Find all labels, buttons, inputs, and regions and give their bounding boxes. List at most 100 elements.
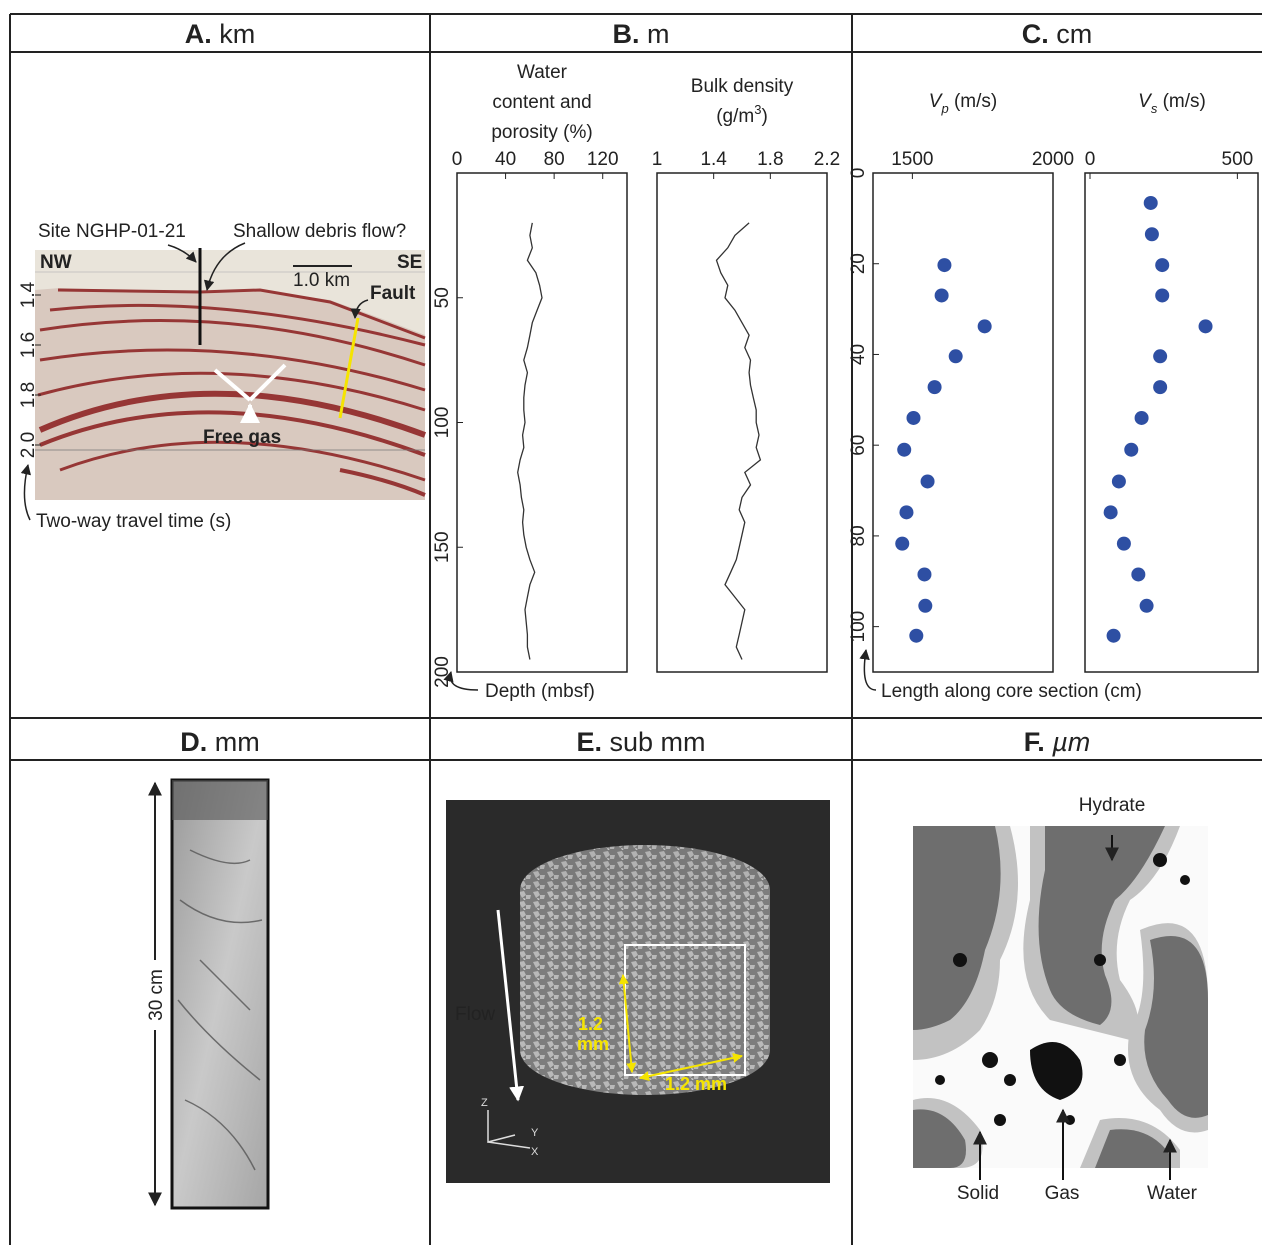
- data-point: [1155, 288, 1170, 303]
- panel-letter: B.: [612, 19, 639, 49]
- panel-space: [639, 19, 647, 49]
- y-tick-label: 40: [848, 344, 869, 365]
- data-point: [934, 288, 949, 303]
- panel-letter: E.: [576, 727, 602, 757]
- plot-frame: [656, 172, 828, 673]
- x-tick-label: 500: [1222, 149, 1254, 170]
- panel-header: C. cm: [1022, 19, 1093, 49]
- unit: (m/s): [954, 91, 997, 112]
- unit: (m/s): [1163, 91, 1206, 112]
- panel-space: [1045, 727, 1053, 757]
- data-point: [937, 258, 952, 273]
- x-tick-label: 2.2: [814, 149, 840, 170]
- x-axis-label: Bulk density: [691, 76, 794, 97]
- site-label: Site NGHP-01-21: [38, 221, 186, 242]
- y-tick-label: 20: [848, 253, 869, 274]
- data-point: [1144, 227, 1159, 242]
- plot-frame: [1084, 172, 1259, 673]
- data-point: [920, 474, 935, 489]
- panel-scale: mm: [215, 727, 260, 757]
- side-value: 1.2: [578, 1014, 603, 1034]
- panel-header: B. m: [612, 19, 669, 49]
- y-tick-label: 60: [848, 435, 869, 456]
- x-tick-label: 1.8: [757, 149, 783, 170]
- panel-header: A. km: [185, 19, 256, 49]
- panel-scale: km: [219, 19, 255, 49]
- side-unit: mm: [577, 1034, 609, 1054]
- data-point: [1153, 380, 1168, 395]
- bottom-label: 1.2 mm: [665, 1074, 727, 1094]
- x-axis-label: Water: [517, 62, 568, 83]
- data-line: [715, 222, 762, 660]
- x-tick-label: 0: [452, 149, 463, 170]
- y-tick-label: 0: [848, 168, 869, 179]
- panel-scale: µm: [1051, 727, 1090, 757]
- scale-bar-label: 1.0 km: [293, 270, 350, 291]
- x-axis-unit: (g/m3): [716, 102, 768, 127]
- y-tick-label: 100: [432, 407, 453, 439]
- data-point: [906, 410, 921, 425]
- panel-space: [602, 727, 610, 757]
- unit-part: (g/m: [716, 106, 754, 127]
- length-arrow: [859, 648, 877, 691]
- y-tick-label: 150: [432, 531, 453, 563]
- data-point: [948, 349, 963, 364]
- panel-scale: cm: [1056, 19, 1092, 49]
- y-tick-label: 80: [848, 525, 869, 546]
- depth-arrow: [443, 670, 479, 691]
- axis-y: Y: [531, 1127, 539, 1139]
- time-tick-label: 1.4: [18, 281, 39, 308]
- nw-label: NW: [40, 252, 72, 273]
- x-tick-label: 1: [652, 149, 663, 170]
- debris-label: Shallow debris flow?: [233, 221, 406, 242]
- flow-label: Flow: [455, 1004, 495, 1025]
- data-point: [917, 567, 932, 582]
- panel-space: [1049, 19, 1057, 49]
- data-point: [918, 598, 933, 613]
- data-point: [1139, 598, 1154, 613]
- data-point: [1155, 258, 1170, 273]
- panel-header: D. mm: [180, 727, 260, 757]
- data-point: [1153, 349, 1168, 364]
- panel-letter: F.: [1024, 727, 1045, 757]
- x-tick-label: 1500: [891, 149, 933, 170]
- y-tick-label: 50: [432, 287, 453, 308]
- water-label: Water: [1147, 1183, 1198, 1204]
- x-axis-label: content and: [492, 92, 591, 113]
- side-label: 1.2 mm: [577, 1014, 609, 1054]
- x-tick-label: 80: [544, 149, 565, 170]
- data-line: [517, 222, 543, 660]
- subscript: s: [1151, 101, 1158, 116]
- panel-space: [207, 727, 215, 757]
- panel-header: F. µm: [1024, 727, 1091, 757]
- fault-label: Fault: [370, 283, 416, 304]
- panel-letter: C.: [1022, 19, 1049, 49]
- panel-a-labels: Site NGHP-01-21 Shallow debris flow? NW …: [36, 221, 422, 532]
- data-point: [977, 319, 992, 334]
- time-tick-label: 1.8: [18, 382, 39, 408]
- data-point: [1124, 442, 1139, 457]
- data-point: [1116, 536, 1131, 551]
- x-axis-label: Vs (m/s): [1138, 91, 1206, 116]
- panel-scale: sub mm: [610, 727, 706, 757]
- data-point: [899, 505, 914, 520]
- pore-image: Hydrate Solid Gas Water: [913, 795, 1208, 1204]
- panel-letter: D.: [180, 727, 207, 757]
- y-tick-label: 200: [432, 656, 453, 688]
- data-point: [1143, 195, 1158, 210]
- data-point: [1131, 567, 1146, 582]
- symbol: V: [929, 91, 944, 112]
- data-point: [909, 628, 924, 643]
- y-axis-label: Length along core section (cm): [881, 681, 1142, 702]
- time-axis-label: Two-way travel time (s): [36, 511, 231, 532]
- x-tick-label: 0: [1085, 149, 1096, 170]
- panel-scale: m: [647, 19, 670, 49]
- x-axis-label: porosity (%): [491, 122, 592, 143]
- time-tick-label: 1.6: [18, 332, 39, 358]
- data-point: [897, 442, 912, 457]
- plot-frame: [456, 172, 628, 673]
- x-tick-label: 40: [495, 149, 516, 170]
